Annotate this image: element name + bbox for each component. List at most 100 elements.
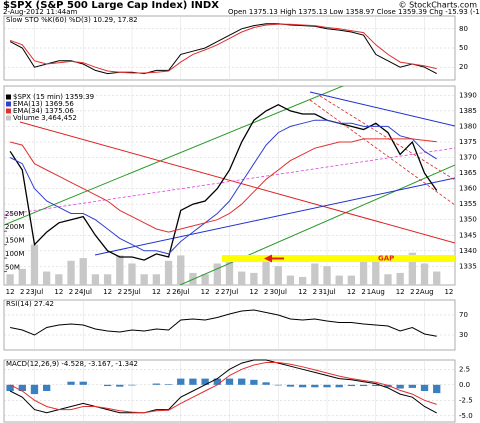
bar <box>67 381 75 385</box>
y-tick-label: 80 <box>459 25 468 33</box>
series-line <box>9 359 437 414</box>
bar <box>18 384 26 391</box>
bar <box>262 255 270 285</box>
bar <box>18 268 26 285</box>
y2-tick-label: 100M <box>5 250 24 258</box>
legend-entry: EMA(34) 1375.06 <box>13 107 74 115</box>
x-tick-label: 12 <box>103 288 112 296</box>
bar <box>6 274 14 285</box>
bar <box>286 275 295 285</box>
bar <box>311 384 319 388</box>
x-tick-label: 12 <box>54 288 63 296</box>
bar <box>420 384 429 391</box>
gap-label: GAP <box>378 255 394 263</box>
bar <box>30 384 39 395</box>
x-tick-label: 2 <box>313 288 317 296</box>
bar <box>67 260 75 285</box>
x-tick-label: 30Jul <box>270 288 287 296</box>
bar <box>30 244 39 285</box>
y-tick-label: -5.0 <box>459 412 473 420</box>
bar <box>128 384 136 386</box>
bar <box>238 378 246 385</box>
panel-label: MACD(12,26,9) -4.528, -3.167, -1.342 <box>6 360 138 368</box>
bar <box>408 384 416 388</box>
y2-tick-label: 250M <box>5 210 24 218</box>
y-tick-label: 1365 <box>459 169 477 177</box>
date: 2-Aug-2012 11:44am <box>3 8 78 16</box>
bar <box>359 384 368 387</box>
x-tick-label: 2 <box>118 288 122 296</box>
bar <box>116 384 124 387</box>
series-line <box>9 103 438 261</box>
x-tick-label: 2 <box>69 288 73 296</box>
bar <box>201 378 209 385</box>
y-tick-label: 1335 <box>459 262 477 270</box>
legend-swatch <box>6 94 11 100</box>
bar <box>213 378 221 385</box>
bar <box>262 382 270 385</box>
y-tick-label: 1350 <box>459 216 477 224</box>
bar <box>250 272 258 285</box>
x-tick-label: 31Jul <box>318 288 335 296</box>
chart-title: $SPX (S&P 500 Large Cap Index) INDX <box>3 0 219 11</box>
y-tick-label: 1390 <box>459 91 477 99</box>
bar <box>298 276 307 285</box>
x-tick-label: 12 <box>298 288 307 296</box>
bar <box>116 255 124 285</box>
x-tick-label: 12 <box>201 288 210 296</box>
x-tick-label: 1Aug <box>367 288 385 296</box>
bar <box>164 260 173 285</box>
bar <box>201 274 209 285</box>
brand: © StockCharts.com <box>399 1 478 10</box>
quote: Open 1375.13 High 1375.13 Low 1358.97 Cl… <box>228 8 480 16</box>
y-tick-label: 1385 <box>459 107 477 115</box>
y-tick-label: 70 <box>459 311 468 319</box>
x-tick-label: 12 <box>249 288 258 296</box>
y2-tick-label: 50M <box>5 264 20 272</box>
bar <box>213 263 221 285</box>
legend-entry: $SPX (15 min) 1359.39 <box>13 93 94 101</box>
bar <box>91 274 100 285</box>
legend-swatch <box>6 115 11 121</box>
bar <box>152 383 161 385</box>
x-tick-label: 2 <box>361 288 365 296</box>
series-line <box>9 309 437 337</box>
bar <box>408 252 416 285</box>
bar <box>372 384 380 387</box>
bar <box>372 260 380 285</box>
bar <box>347 275 356 285</box>
legend-entry: Volume 3,464,452 <box>13 114 77 122</box>
x-tick-label: 2 <box>410 288 414 296</box>
bar <box>384 274 392 285</box>
bar <box>43 384 51 391</box>
y-tick-label: 0.0 <box>459 381 470 389</box>
bar <box>311 263 319 285</box>
bar <box>274 384 282 386</box>
x-tick-label: 12 <box>347 288 356 296</box>
panel-label: RSI(14) 27.42 <box>6 300 54 308</box>
series-line <box>9 362 437 414</box>
x-tick-label: 12 <box>444 288 453 296</box>
bar <box>238 271 246 285</box>
bar <box>274 266 282 285</box>
bar <box>103 274 112 285</box>
bar <box>152 274 161 285</box>
legend-swatch <box>6 108 11 114</box>
y-tick-label: 1340 <box>459 247 477 255</box>
y-tick-label: 1370 <box>459 154 477 162</box>
y-tick-label: 1380 <box>459 122 477 130</box>
y2-tick-label: 150M <box>5 237 24 245</box>
bar <box>335 275 343 285</box>
series-line <box>9 119 437 255</box>
bar <box>396 272 404 285</box>
y2-tick-label: 200M <box>5 223 24 231</box>
y-tick-label: 30 <box>459 331 468 339</box>
x-tick-label: 2 <box>166 288 170 296</box>
trendlines <box>4 86 455 285</box>
bar <box>6 384 14 391</box>
x-tick-label: 24Jul <box>75 288 92 296</box>
series-line <box>9 23 437 74</box>
bar <box>250 379 258 385</box>
series-line <box>9 138 437 233</box>
